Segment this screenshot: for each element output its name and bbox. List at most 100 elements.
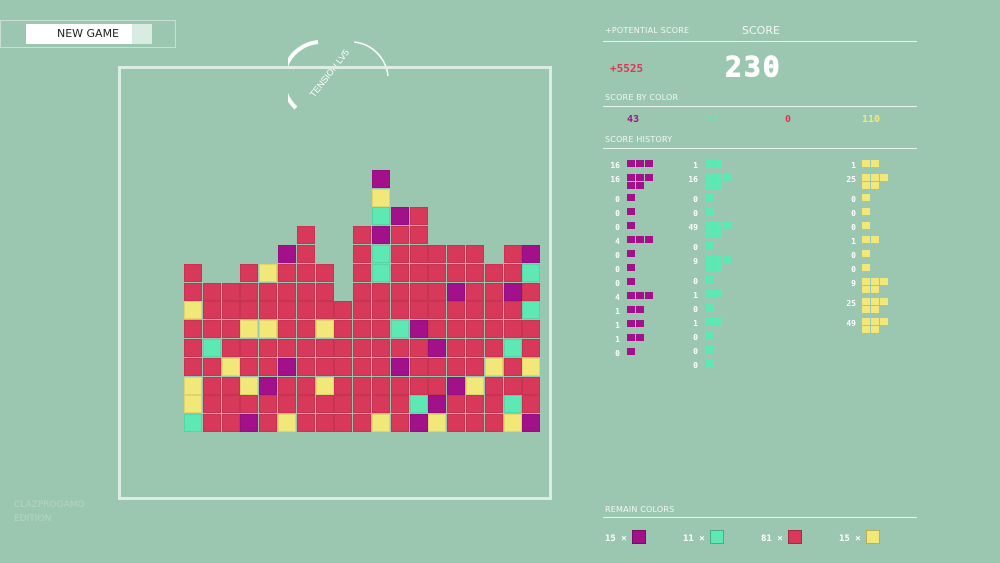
board-cell[interactable]: [447, 395, 466, 414]
board-cell[interactable]: [334, 339, 353, 357]
board-cell[interactable]: [240, 320, 259, 339]
board-cell[interactable]: [372, 169, 390, 188]
board-cell[interactable]: [390, 357, 409, 376]
board-cell[interactable]: [315, 282, 334, 301]
board-cell[interactable]: [372, 395, 390, 414]
board-cell[interactable]: [503, 376, 522, 395]
board-cell[interactable]: [184, 301, 202, 320]
board-cell[interactable]: [447, 414, 466, 433]
board-cell[interactable]: [334, 414, 353, 433]
board-cell[interactable]: [353, 282, 372, 301]
board-cell[interactable]: [353, 263, 372, 282]
board-cell[interactable]: [428, 320, 447, 339]
board-cell[interactable]: [372, 357, 390, 376]
board-cell[interactable]: [372, 245, 390, 263]
board-cell[interactable]: [466, 395, 484, 414]
board-cell[interactable]: [278, 282, 296, 301]
board-cell[interactable]: [447, 301, 466, 320]
board-cell[interactable]: [315, 395, 334, 414]
board-cell[interactable]: [334, 376, 353, 395]
board-cell[interactable]: [278, 414, 296, 433]
board-cell[interactable]: [484, 376, 503, 395]
board-cell[interactable]: [428, 414, 447, 433]
board-cell[interactable]: [296, 226, 315, 245]
board-cell[interactable]: [353, 376, 372, 395]
board-cell[interactable]: [466, 320, 484, 339]
board-cell[interactable]: [372, 282, 390, 301]
board-cell[interactable]: [334, 357, 353, 376]
board-cell[interactable]: [240, 282, 259, 301]
board-cell[interactable]: [466, 282, 484, 301]
board-cell[interactable]: [259, 301, 278, 320]
board-cell[interactable]: [522, 339, 541, 357]
board-cell[interactable]: [315, 320, 334, 339]
board-cell[interactable]: [390, 376, 409, 395]
board-cell[interactable]: [296, 395, 315, 414]
board-cell[interactable]: [278, 245, 296, 263]
board-cell[interactable]: [522, 282, 541, 301]
board-cell[interactable]: [503, 357, 522, 376]
board-cell[interactable]: [221, 395, 240, 414]
board-cell[interactable]: [428, 301, 447, 320]
board-cell[interactable]: [409, 395, 428, 414]
board-cell[interactable]: [484, 339, 503, 357]
board-cell[interactable]: [296, 263, 315, 282]
board-cell[interactable]: [353, 320, 372, 339]
board-cell[interactable]: [372, 226, 390, 245]
board-cell[interactable]: [372, 207, 390, 226]
board-cell[interactable]: [390, 282, 409, 301]
board-cell[interactable]: [466, 414, 484, 433]
board-cell[interactable]: [278, 320, 296, 339]
board-cell[interactable]: [484, 357, 503, 376]
board-cell[interactable]: [221, 301, 240, 320]
board-cell[interactable]: [240, 395, 259, 414]
board-cell[interactable]: [522, 263, 541, 282]
board-cell[interactable]: [259, 263, 278, 282]
board-cell[interactable]: [259, 376, 278, 395]
board-cell[interactable]: [409, 339, 428, 357]
board-cell[interactable]: [353, 301, 372, 320]
board-cell[interactable]: [259, 414, 278, 433]
board-cell[interactable]: [184, 282, 202, 301]
board-cell[interactable]: [522, 376, 541, 395]
board-cell[interactable]: [221, 414, 240, 433]
board-cell[interactable]: [390, 395, 409, 414]
board-cell[interactable]: [296, 282, 315, 301]
board-cell[interactable]: [390, 226, 409, 245]
board-cell[interactable]: [503, 282, 522, 301]
board-cell[interactable]: [334, 320, 353, 339]
board-cell[interactable]: [484, 301, 503, 320]
board-cell[interactable]: [221, 320, 240, 339]
board-cell[interactable]: [503, 245, 522, 263]
board-cell[interactable]: [240, 414, 259, 433]
board-cell[interactable]: [428, 376, 447, 395]
board-cell[interactable]: [296, 357, 315, 376]
board-cell[interactable]: [202, 339, 221, 357]
board-cell[interactable]: [522, 245, 541, 263]
board-cell[interactable]: [296, 376, 315, 395]
board-cell[interactable]: [372, 414, 390, 433]
board-cell[interactable]: [202, 414, 221, 433]
board-cell[interactable]: [240, 339, 259, 357]
board-cell[interactable]: [484, 395, 503, 414]
board-cell[interactable]: [240, 263, 259, 282]
board-cell[interactable]: [184, 414, 202, 433]
board-cell[interactable]: [390, 414, 409, 433]
board-cell[interactable]: [353, 226, 372, 245]
board-cell[interactable]: [390, 207, 409, 226]
board-cell[interactable]: [221, 376, 240, 395]
board-cell[interactable]: [447, 357, 466, 376]
board-cell[interactable]: [484, 414, 503, 433]
board-cell[interactable]: [503, 395, 522, 414]
board-cell[interactable]: [202, 395, 221, 414]
board-cell[interactable]: [409, 207, 428, 226]
board-cell[interactable]: [409, 282, 428, 301]
board-cell[interactable]: [466, 339, 484, 357]
board-cell[interactable]: [447, 282, 466, 301]
board-cell[interactable]: [447, 376, 466, 395]
board-cell[interactable]: [202, 376, 221, 395]
board-cell[interactable]: [372, 376, 390, 395]
board-cell[interactable]: [334, 395, 353, 414]
board-cell[interactable]: [296, 339, 315, 357]
board-cell[interactable]: [278, 357, 296, 376]
